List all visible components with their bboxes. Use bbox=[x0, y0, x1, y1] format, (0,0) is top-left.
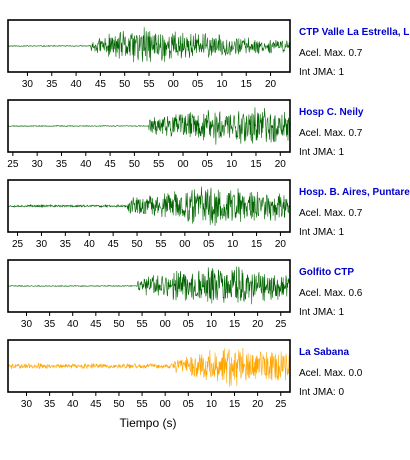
x-tick-label: 05 bbox=[203, 239, 215, 250]
x-tick-label: 10 bbox=[227, 239, 239, 250]
x-tick-label: 00 bbox=[177, 159, 189, 170]
panel-1: 30 35 40 45 50 55 00 05 10 15 20 CTP Valle La Estre… bbox=[7, 19, 409, 90]
panel-3: 25 30 35 40 45 50 55 00 05 10 15 20 Hosp. B. Aires, … bbox=[7, 179, 410, 250]
int-jma-label: Int JMA: 1 bbox=[299, 307, 344, 318]
x-tick-label: 50 bbox=[129, 159, 141, 170]
x-tick-label: 25 bbox=[12, 239, 24, 250]
waveform-trace bbox=[7, 266, 291, 305]
x-tick-label: 45 bbox=[105, 159, 117, 170]
station-name: CTP Valle La Estrella, L bbox=[299, 27, 409, 38]
x-tick-label: 55 bbox=[153, 159, 165, 170]
panel-frame bbox=[7, 259, 291, 313]
x-tick-label: 35 bbox=[60, 239, 72, 250]
x-tick-label: 40 bbox=[80, 159, 92, 170]
panel-2: 25 30 35 40 45 50 55 00 05 10 15 20 Hosp C. Neily Ace… bbox=[7, 99, 364, 170]
int-jma-label: Int JMA: 1 bbox=[299, 147, 344, 158]
panel-frame bbox=[7, 339, 291, 393]
x-tick-label: 45 bbox=[108, 239, 120, 250]
x-tick-label: 50 bbox=[119, 79, 131, 90]
x-tick-label: 25 bbox=[275, 399, 287, 410]
x-tick-label: 35 bbox=[44, 399, 56, 410]
x-tick-label: 10 bbox=[226, 159, 238, 170]
x-tick-label: 20 bbox=[265, 79, 277, 90]
acel-max-label: Acel. Max. 0.7 bbox=[299, 48, 363, 59]
panel-4: 30 35 40 45 50 55 00 05 10 15 20 25 Golfito CTP Acel.… bbox=[7, 259, 363, 330]
int-jma-label: Int JMA: 0 bbox=[299, 387, 344, 398]
seismogram-panels: 30 35 40 45 50 55 00 05 10 15 20 CTP Valle La Estre… bbox=[7, 19, 410, 410]
x-tick-label: 30 bbox=[36, 239, 48, 250]
x-tick-label: 15 bbox=[250, 159, 262, 170]
panel-5: 30 35 40 45 50 55 00 05 10 15 20 25 La Sabana Acel. M… bbox=[7, 339, 363, 410]
x-tick-label: 50 bbox=[113, 399, 125, 410]
x-tick-label: 45 bbox=[90, 319, 102, 330]
x-tick-label: 25 bbox=[7, 159, 19, 170]
x-tick-label: 40 bbox=[71, 79, 83, 90]
x-tick-label: 45 bbox=[95, 79, 107, 90]
x-tick-label: 00 bbox=[179, 239, 191, 250]
x-tick-label: 30 bbox=[22, 79, 34, 90]
x-tick-label: 05 bbox=[192, 79, 204, 90]
station-name: Hosp. B. Aires, Puntare bbox=[299, 187, 410, 198]
x-tick-label: 10 bbox=[206, 319, 218, 330]
x-tick-label: 15 bbox=[229, 399, 241, 410]
waveform-trace bbox=[7, 27, 291, 63]
station-name: La Sabana bbox=[299, 347, 349, 358]
x-tick-label: 55 bbox=[137, 319, 149, 330]
x-tick-label: 00 bbox=[168, 79, 180, 90]
waveform-trace bbox=[7, 107, 291, 145]
station-name: Golfito CTP bbox=[299, 267, 354, 278]
x-tick-label: 50 bbox=[131, 239, 143, 250]
x-tick-label: 50 bbox=[113, 319, 125, 330]
acel-max-label: Acel. Max. 0.7 bbox=[299, 208, 363, 219]
x-tick-label: 25 bbox=[275, 319, 287, 330]
x-tick-label: 55 bbox=[155, 239, 167, 250]
x-tick-label: 00 bbox=[160, 399, 172, 410]
x-tick-label: 35 bbox=[46, 79, 58, 90]
x-tick-label: 20 bbox=[252, 399, 264, 410]
x-tick-label: 55 bbox=[137, 399, 149, 410]
x-tick-label: 30 bbox=[21, 319, 33, 330]
waveform-trace bbox=[7, 348, 291, 387]
panel-frame bbox=[7, 99, 291, 153]
int-jma-label: Int JMA: 1 bbox=[299, 67, 344, 78]
station-name: Hosp C. Neily bbox=[299, 107, 364, 118]
x-tick-label: 20 bbox=[275, 239, 287, 250]
x-tick-label: 20 bbox=[275, 159, 287, 170]
x-tick-label: 05 bbox=[183, 399, 195, 410]
x-tick-label: 35 bbox=[44, 319, 56, 330]
x-tick-label: 10 bbox=[216, 79, 228, 90]
x-tick-label: 05 bbox=[183, 319, 195, 330]
acel-max-label: Acel. Max. 0.7 bbox=[299, 128, 363, 139]
x-tick-label: 45 bbox=[90, 399, 102, 410]
x-axis-label: Tiempo (s) bbox=[120, 416, 177, 430]
waveform-trace bbox=[7, 186, 291, 226]
x-tick-label: 05 bbox=[202, 159, 214, 170]
x-tick-label: 55 bbox=[143, 79, 155, 90]
x-tick-label: 15 bbox=[251, 239, 263, 250]
x-tick-label: 20 bbox=[252, 319, 264, 330]
panel-frame bbox=[7, 179, 291, 233]
int-jma-label: Int JMA: 1 bbox=[299, 227, 344, 238]
x-tick-label: 40 bbox=[84, 239, 96, 250]
x-tick-label: 00 bbox=[160, 319, 172, 330]
x-tick-label: 35 bbox=[56, 159, 68, 170]
x-tick-label: 30 bbox=[21, 399, 33, 410]
x-tick-label: 10 bbox=[206, 399, 218, 410]
x-tick-label: 40 bbox=[67, 399, 79, 410]
x-tick-label: 40 bbox=[67, 319, 79, 330]
acel-max-label: Acel. Max. 0.6 bbox=[299, 288, 363, 299]
x-tick-label: 30 bbox=[32, 159, 44, 170]
x-tick-label: 15 bbox=[229, 319, 241, 330]
acel-max-label: Acel. Max. 0.0 bbox=[299, 368, 363, 379]
x-tick-label: 15 bbox=[241, 79, 253, 90]
